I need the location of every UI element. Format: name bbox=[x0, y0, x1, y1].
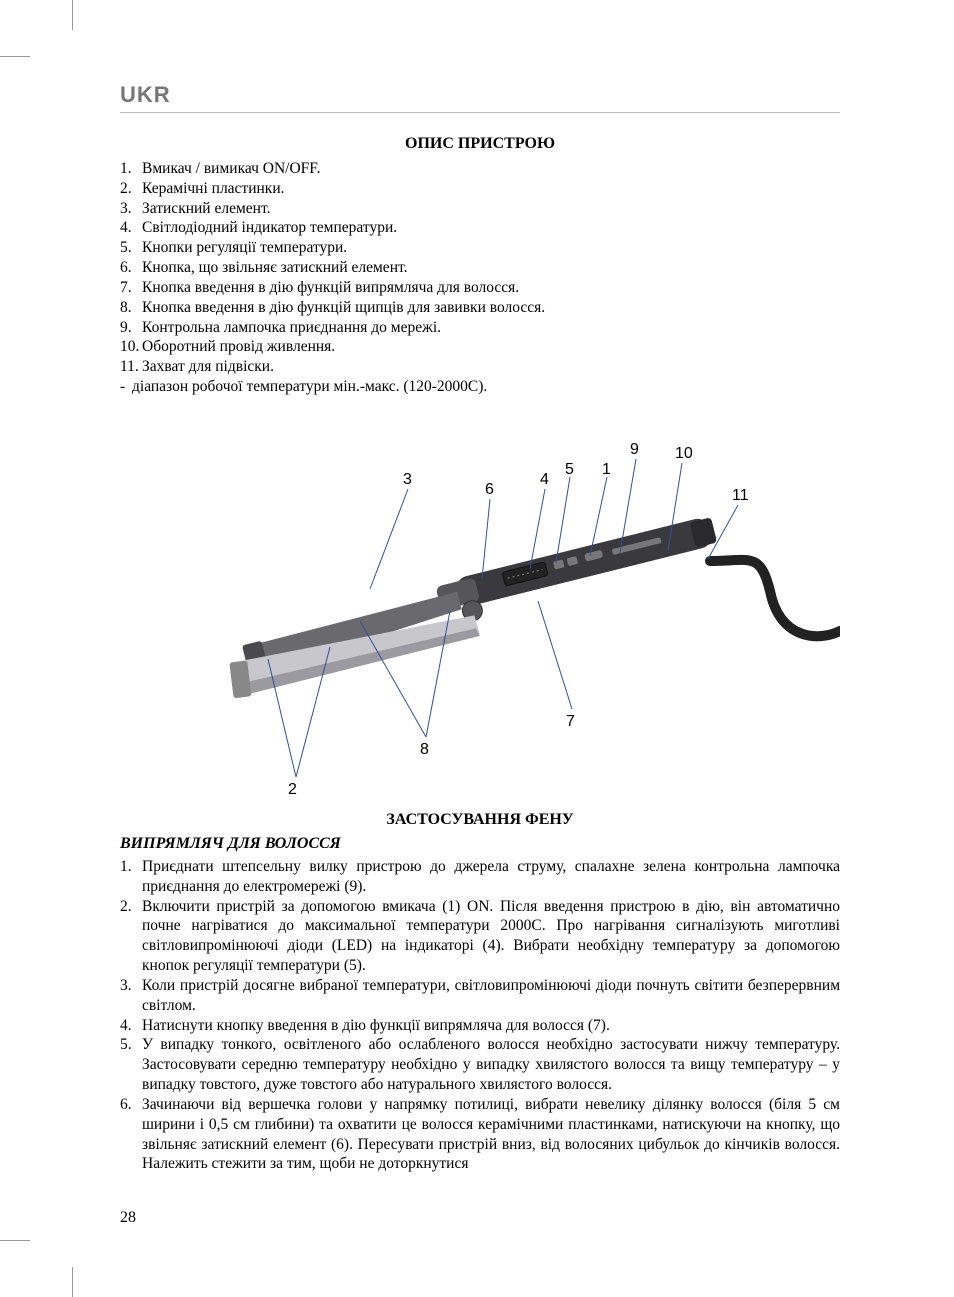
callout-line bbox=[556, 477, 570, 563]
list-item: 1.Вмикач / вимикач ON/OFF. bbox=[120, 159, 840, 179]
list-dash: - bbox=[120, 377, 132, 397]
list-num: 8. bbox=[120, 298, 142, 318]
list-text: Захват для підвіски. bbox=[142, 357, 840, 377]
callout-label-8: 8 bbox=[420, 741, 429, 759]
callout-line bbox=[370, 489, 408, 589]
list-item: 8.Кнопка введення в дію функцій щипців д… bbox=[120, 298, 840, 318]
list-text: Оборотний провід живлення. bbox=[142, 337, 840, 357]
crop-mark bbox=[72, 1267, 73, 1297]
callout-label-1: 1 bbox=[602, 461, 611, 479]
callout-line bbox=[482, 499, 490, 579]
list-text: У випадку тонкого, освітленого або ослаб… bbox=[142, 1035, 840, 1094]
list-num: 2. bbox=[120, 179, 142, 199]
callout-label-10: 10 bbox=[675, 445, 693, 463]
list-text: Зачинаючи від вершечка голови у напрямку… bbox=[142, 1095, 840, 1174]
list-num: 6. bbox=[120, 258, 142, 278]
list-text: Керамічні пластинки. bbox=[142, 179, 840, 199]
list-num: 1. bbox=[120, 159, 142, 179]
list-text: Затискний елемент. bbox=[142, 199, 840, 219]
page-number: 28 bbox=[120, 1209, 136, 1227]
callout-label-11: 11 bbox=[732, 487, 749, 505]
list-item: 2.Керамічні пластинки. bbox=[120, 179, 840, 199]
list-item: 7.Кнопка введення в дію функцій випрямля… bbox=[120, 278, 840, 298]
list-text: Включити пристрій за допомогою вмикача (… bbox=[142, 897, 840, 976]
description-list: 1.Вмикач / вимикач ON/OFF. 2.Керамічні п… bbox=[120, 159, 840, 397]
list-num: 7. bbox=[120, 278, 142, 298]
crop-mark bbox=[0, 56, 30, 57]
list-item: 3.Коли пристрій досягне вибраної темпера… bbox=[120, 976, 840, 1016]
list-item: 4.Світлодіодний індикатор температури. bbox=[120, 218, 840, 238]
list-item: 6.Кнопка, що звільняє затискний елемент. bbox=[120, 258, 840, 278]
list-text: Приєднати штепсельну вилку пристрою до д… bbox=[142, 857, 840, 897]
list-text: Кнопка, що звільняє затискний елемент. bbox=[142, 258, 840, 278]
list-item: 3.Затискний елемент. bbox=[120, 199, 840, 219]
diagram-svg bbox=[120, 411, 840, 801]
list-num: 1. bbox=[120, 857, 142, 897]
list-num: 4. bbox=[120, 218, 142, 238]
list-num: 3. bbox=[120, 199, 142, 219]
list-item: 5.У випадку тонкого, освітленого або осл… bbox=[120, 1035, 840, 1094]
crop-mark bbox=[0, 1240, 30, 1241]
list-text: діапазон робочої температури мін.-макс. … bbox=[132, 377, 840, 397]
list-text: Коли пристрій досягне вибраної температу… bbox=[142, 976, 840, 1016]
callout-line bbox=[530, 489, 545, 569]
list-num: 5. bbox=[120, 1035, 142, 1094]
list-num: 4. bbox=[120, 1016, 142, 1036]
product-diagram: 1 2 3 45 6 7 8 9 10 11 bbox=[120, 411, 840, 801]
list-num: 5. bbox=[120, 238, 142, 258]
callout-line bbox=[538, 601, 572, 709]
list-num: 9. bbox=[120, 318, 142, 338]
callout-label-3: 3 bbox=[403, 471, 412, 489]
crop-mark bbox=[72, 0, 73, 30]
section2-subtitle: ВИПРЯМЛЯЧ ДЛЯ ВОЛОССЯ bbox=[120, 835, 840, 853]
list-item: 5.Кнопки регуляції температури. bbox=[120, 238, 840, 258]
callout-label-5: 5 bbox=[565, 461, 574, 479]
list-text: Контрольна лампочка приєднання до мережі… bbox=[142, 318, 840, 338]
list-item: 4.Натиснути кнопку введення в дію функці… bbox=[120, 1016, 840, 1036]
callout-label-7: 7 bbox=[566, 713, 575, 731]
list-num: 11. bbox=[120, 357, 142, 377]
callout-label-6: 6 bbox=[485, 481, 494, 499]
section2-title: ЗАСТОСУВАННЯ ФЕНУ bbox=[120, 811, 840, 829]
callout-label-4: 4 bbox=[540, 471, 549, 489]
page-content: UKR ОПИС ПРИСТРОЮ 1.Вмикач / вимикач ON/… bbox=[120, 82, 840, 1174]
section1-title: ОПИС ПРИСТРОЮ bbox=[120, 135, 840, 153]
list-text: Світлодіодний індикатор температури. bbox=[142, 218, 840, 238]
usage-list: 1.Приєднати штепсельну вилку пристрою до… bbox=[120, 857, 840, 1174]
list-text: Кнопка введення в дію функцій щипців для… bbox=[142, 298, 840, 318]
list-item: 2.Включити пристрій за допомогою вмикача… bbox=[120, 897, 840, 976]
list-item: 1.Приєднати штепсельну вилку пристрою до… bbox=[120, 857, 840, 897]
list-num: 10. bbox=[120, 337, 142, 357]
list-item: 11.Захват для підвіски. bbox=[120, 357, 840, 377]
list-text: Кнопки регуляції температури. bbox=[142, 238, 840, 258]
list-text: Натиснути кнопку введення в дію функції … bbox=[142, 1016, 840, 1036]
list-item: 6.Зачинаючи від вершечка голови у напрям… bbox=[120, 1095, 840, 1174]
list-num: 6. bbox=[120, 1095, 142, 1174]
list-text: Кнопка введення в дію функцій випрямляча… bbox=[142, 278, 840, 298]
callout-label-2: 2 bbox=[288, 781, 297, 799]
list-num: 3. bbox=[120, 976, 142, 1016]
list-item: 9.Контрольна лампочка приєднання до мере… bbox=[120, 318, 840, 338]
list-note: - діапазон робочої температури мін.-макс… bbox=[120, 377, 840, 397]
callout-label-9: 9 bbox=[630, 441, 639, 459]
list-num: 2. bbox=[120, 897, 142, 976]
list-text: Вмикач / вимикач ON/OFF. bbox=[142, 159, 840, 179]
list-item: 10.Оборотний провід живлення. bbox=[120, 337, 840, 357]
language-header: UKR bbox=[120, 82, 840, 113]
